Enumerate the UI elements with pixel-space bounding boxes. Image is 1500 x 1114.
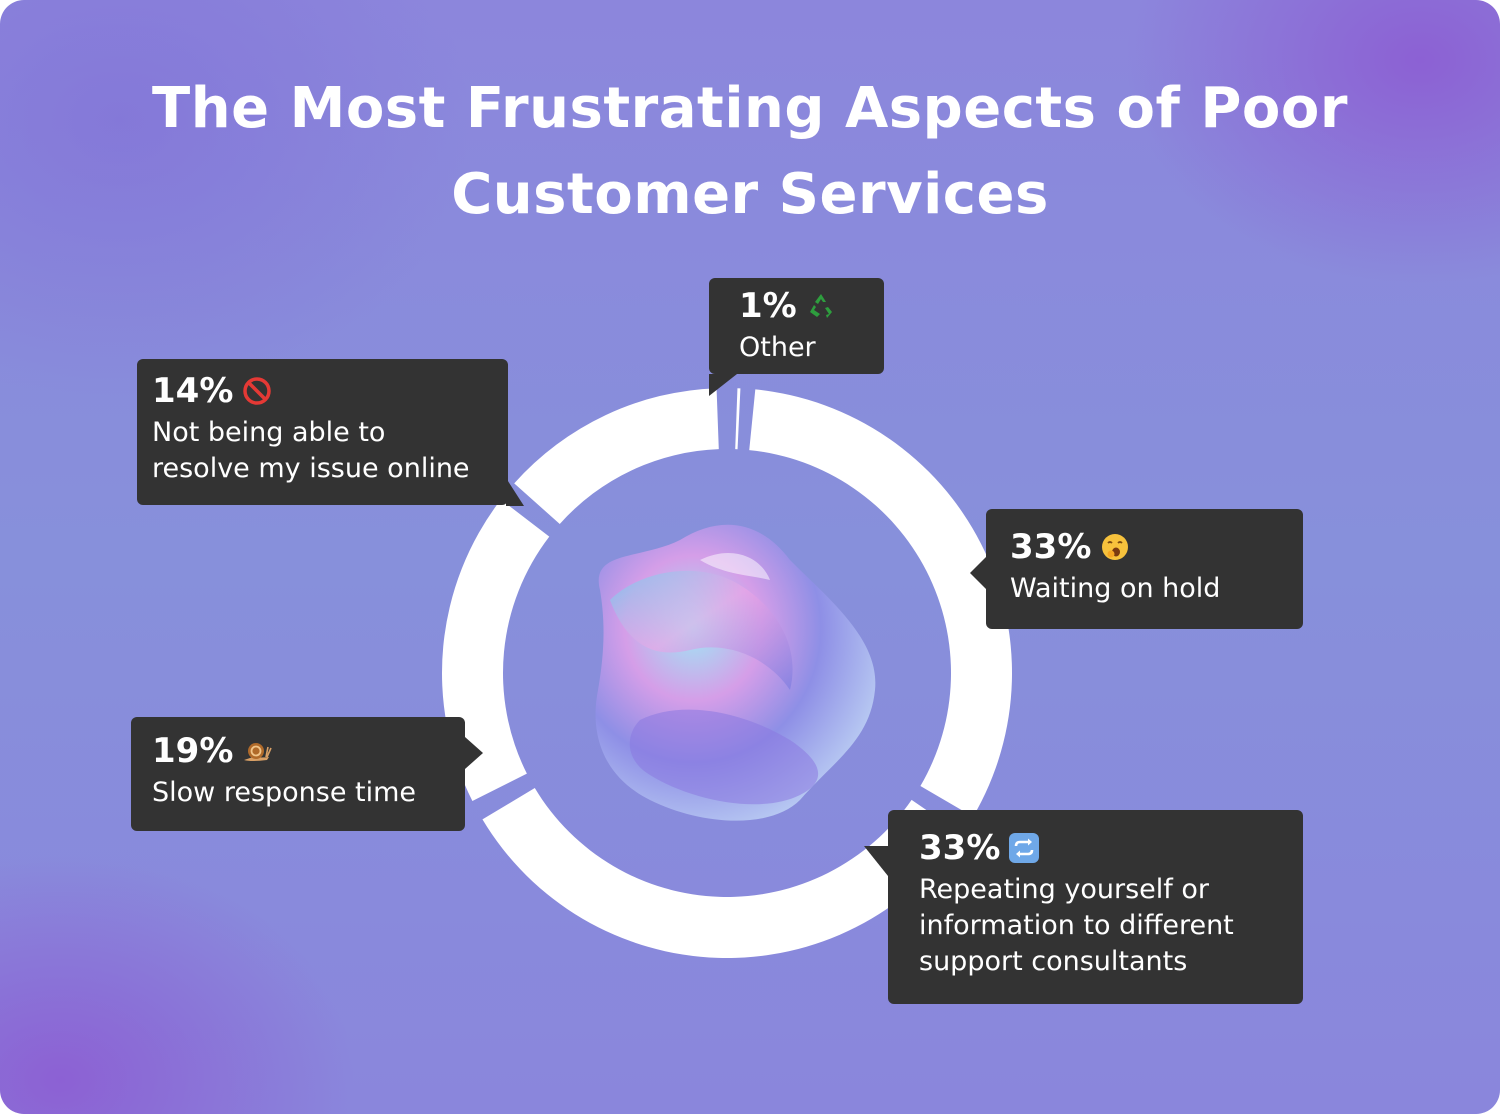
callout-online-label-line-1: Not being able to (152, 417, 386, 448)
donut-segment-online (514, 388, 719, 524)
center-blob-icon (595, 524, 876, 821)
chart-title: The Most Frustrating Aspects of Poor Cus… (60, 66, 1440, 238)
callout-repeat: 33% Repeating yourself or information to… (864, 810, 1303, 1004)
callout-other-value: 1% (739, 286, 797, 326)
donut-segment-hold (749, 389, 1012, 817)
callout-hold-value: 33% (1010, 527, 1092, 567)
callout-online-value: 14% (152, 371, 234, 411)
callout-hold: 33% Waiting on hold (970, 509, 1303, 629)
callout-repeat-value: 33% (919, 828, 1001, 868)
yawning-face-icon (1102, 534, 1129, 560)
repeat-arrows-icon (1009, 833, 1040, 863)
callout-repeat-label-line-3: support consultants (919, 946, 1188, 977)
donut-segment-other (735, 388, 741, 450)
donut-segment-repeat (482, 788, 962, 958)
chart-title-line-1: The Most Frustrating Aspects of Poor (152, 76, 1348, 141)
callout-other-label: Other (739, 332, 816, 363)
callout-online-label-line-2: resolve my issue online (152, 453, 470, 484)
donut-segment-slow (442, 499, 550, 802)
prohibited-icon (243, 377, 272, 405)
callout-slow: 19% Slow response time (131, 717, 483, 831)
chart-title-line-2: Customer Services (451, 162, 1049, 227)
donut-segments (442, 388, 1012, 958)
callout-hold-label: Waiting on hold (1010, 573, 1221, 604)
callout-online: 14% Not being able to resolve my issue o… (137, 359, 524, 506)
callout-other: 1% Other (709, 278, 884, 396)
callout-slow-value: 19% (152, 731, 234, 771)
callout-repeat-label-line-2: information to different (919, 910, 1234, 941)
snail-icon (244, 743, 273, 761)
recycle-icon (809, 294, 832, 318)
callout-repeat-label-line-1: Repeating yourself or (919, 874, 1209, 905)
callout-slow-label: Slow response time (152, 777, 417, 808)
